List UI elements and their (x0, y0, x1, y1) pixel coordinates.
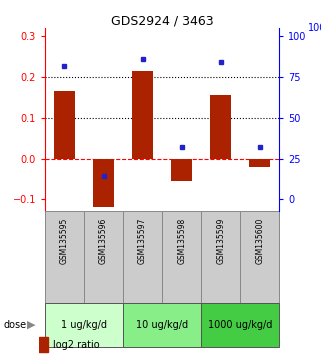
Text: 10 ug/kg/d: 10 ug/kg/d (136, 320, 188, 330)
Bar (132, 71, 153, 159)
Text: GSM135595: GSM135595 (60, 218, 69, 264)
Bar (54, 91, 75, 159)
Bar (93, 159, 114, 207)
Bar (45, 211, 84, 303)
Y-axis label: 100%: 100% (308, 23, 321, 33)
Text: GSM135600: GSM135600 (255, 218, 264, 264)
Text: GSM135598: GSM135598 (177, 218, 186, 264)
Text: GSM135599: GSM135599 (216, 218, 225, 264)
Bar (45, 303, 123, 347)
Text: GSM135597: GSM135597 (138, 218, 147, 264)
Text: 1000 ug/kg/d: 1000 ug/kg/d (208, 320, 273, 330)
Bar (171, 159, 192, 181)
Text: GSM135596: GSM135596 (99, 218, 108, 264)
Bar (123, 303, 201, 347)
Bar (84, 211, 123, 303)
Bar (123, 211, 162, 303)
Title: GDS2924 / 3463: GDS2924 / 3463 (111, 14, 213, 27)
Bar (162, 211, 201, 303)
Bar (249, 159, 271, 167)
Bar (201, 303, 279, 347)
Bar (240, 211, 279, 303)
Bar (39, 337, 48, 352)
Text: dose: dose (3, 320, 26, 330)
Text: log2 ratio: log2 ratio (53, 339, 100, 350)
Bar (210, 96, 231, 159)
Text: 1 ug/kg/d: 1 ug/kg/d (61, 320, 107, 330)
Bar (201, 211, 240, 303)
Text: ▶: ▶ (27, 320, 36, 330)
